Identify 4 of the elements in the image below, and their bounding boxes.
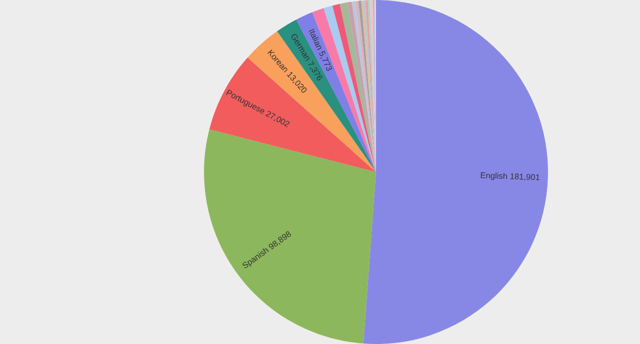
slice-label: English 181,901 xyxy=(480,172,540,182)
pie-slice xyxy=(340,2,376,172)
pie-slice xyxy=(332,4,376,172)
pie-slice xyxy=(204,129,376,344)
